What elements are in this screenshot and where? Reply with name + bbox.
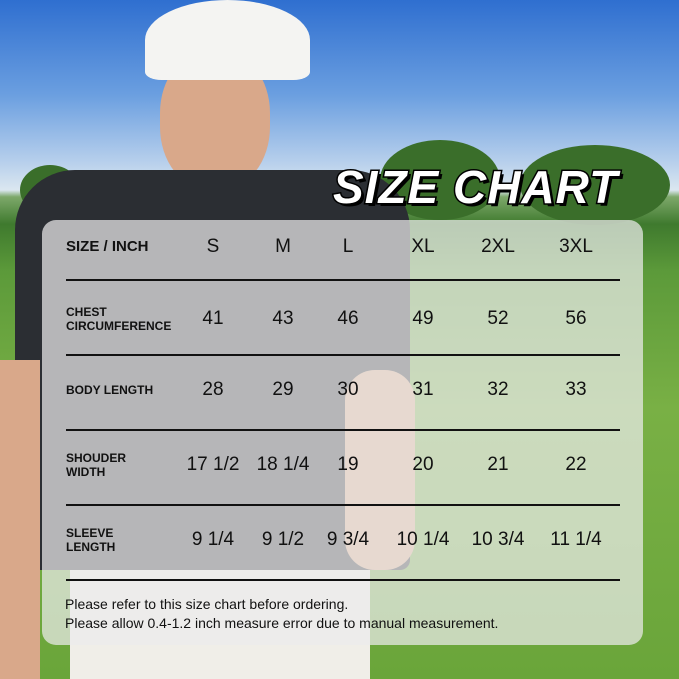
row-label: SLEEVE LENGTH <box>66 526 186 554</box>
divider <box>66 354 620 356</box>
table-cell: 10 1/4 <box>396 529 450 550</box>
size-header: XL <box>411 236 435 257</box>
divider <box>66 429 620 431</box>
table-cell: 21 <box>487 454 509 475</box>
size-chart-title: SIZE CHART <box>331 160 619 215</box>
table-cell: 43 <box>272 308 294 329</box>
table-cell: 31 <box>412 379 434 400</box>
table-cell: 10 3/4 <box>471 529 525 550</box>
table-cell: 20 <box>412 454 434 475</box>
table-cell: 9 1/2 <box>261 529 305 550</box>
row-label-line: CIRCUMFERENCE <box>66 319 172 333</box>
size-chart-panel <box>42 220 643 645</box>
table-cell: 46 <box>337 308 359 329</box>
table-cell: 9 3/4 <box>326 529 370 550</box>
size-header: L <box>342 236 354 257</box>
tree <box>520 145 670 225</box>
table-cell: 30 <box>337 379 359 400</box>
divider <box>66 579 620 581</box>
size-header: M <box>275 236 291 257</box>
table-cell: 28 <box>202 379 224 400</box>
table-cell: 32 <box>487 379 509 400</box>
table-cell: 56 <box>565 308 587 329</box>
table-cell: 19 <box>337 454 359 475</box>
row-label: CHEST CIRCUMFERENCE <box>66 305 186 333</box>
row-label-line: CHEST <box>66 305 107 319</box>
row-label-line: SLEEVE <box>66 526 114 540</box>
size-header: 2XL <box>481 236 515 257</box>
divider <box>66 279 620 281</box>
table-cell: 11 1/4 <box>550 529 602 550</box>
cap <box>145 0 310 80</box>
note: Please refer to this size chart before o… <box>65 596 349 612</box>
row-label-line: WIDTH <box>66 465 106 479</box>
table-cell: 49 <box>412 308 434 329</box>
table-cell: 9 1/4 <box>191 529 235 550</box>
table-cell: 41 <box>202 308 224 329</box>
size-header: S <box>206 236 220 257</box>
table-cell: 17 1/2 <box>186 454 240 475</box>
row-label: SHOUDER WIDTH <box>66 451 186 479</box>
table-cell: 33 <box>565 379 587 400</box>
divider <box>66 504 620 506</box>
table-cell: 18 1/4 <box>256 454 310 475</box>
table-cell: 22 <box>565 454 587 475</box>
man-arm <box>0 360 40 679</box>
row-label-line: LENGTH <box>66 540 116 554</box>
column-header-corner: SIZE / INCH <box>66 238 149 255</box>
table-cell: 52 <box>487 308 509 329</box>
row-label-line: SHOUDER <box>66 451 127 465</box>
table-cell: 29 <box>272 379 294 400</box>
row-label: BODY LENGTH <box>66 383 186 397</box>
note: Please allow 0.4-1.2 inch measure error … <box>65 615 499 631</box>
row-label-line: BODY LENGTH <box>66 383 154 397</box>
size-header: 3XL <box>559 236 593 257</box>
